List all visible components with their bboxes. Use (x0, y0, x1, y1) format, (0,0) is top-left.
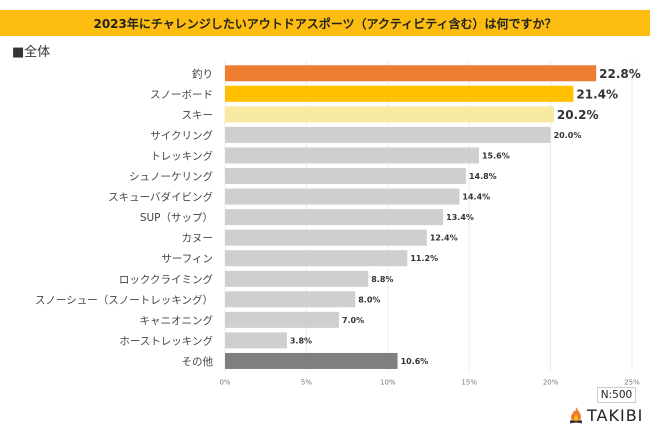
bar (225, 311, 339, 328)
category-label: ロッククライミング (119, 273, 214, 286)
category-label: スノーシュー（スノートレッキング） (35, 293, 213, 306)
value-label: 11.2% (410, 254, 438, 263)
bar (225, 209, 444, 226)
category-label: トレッキング (150, 149, 213, 162)
value-label: 21.4% (576, 87, 618, 101)
x-tick-label: 20% (543, 378, 559, 386)
brand-name: TAKIBI (587, 405, 644, 425)
category-labels: 釣りスノーボードスキーサイクリングトレッキングシュノーケリングスキューバダイビン… (35, 67, 213, 368)
chart-title: 2023年にチャレンジしたいアウトドアスポーツ（アクティビティ含む）は何ですか？ (93, 16, 557, 31)
category-label: シュノーケリング (129, 170, 213, 183)
value-label: 22.8% (599, 67, 641, 81)
bar (225, 106, 554, 123)
value-label: 12.4% (430, 234, 458, 243)
bar (225, 229, 427, 246)
takibi-logo: TAKIBI (568, 405, 643, 425)
category-label: その他 (182, 355, 214, 368)
bar (225, 65, 597, 82)
value-label: 20.0% (554, 131, 582, 140)
category-label: スキー (182, 109, 214, 121)
value-label: 13.4% (446, 213, 474, 222)
category-label: 釣り (192, 67, 213, 80)
x-axis-ticks: 0% 5% 10% 15% 20% 25% (219, 378, 640, 386)
bar (225, 126, 551, 143)
bar (225, 85, 574, 102)
category-label: キャニオニング (140, 314, 214, 327)
value-label: 14.8% (469, 172, 497, 181)
bar (225, 147, 479, 164)
chart-title-banner: 2023年にチャレンジしたいアウトドアスポーツ（アクティビティ含む）は何ですか？ (0, 10, 650, 36)
bar (225, 188, 460, 205)
x-tick-label: 15% (461, 378, 477, 386)
value-label: 8.0% (358, 295, 380, 304)
value-label: 7.0% (342, 316, 364, 325)
bars (225, 65, 597, 369)
category-label: SUP（サップ） (140, 212, 213, 224)
category-label: スノーボード (150, 89, 213, 101)
value-label: 14.4% (462, 193, 490, 202)
campfire-icon (569, 407, 583, 424)
sample-size: N:500 (600, 389, 633, 401)
bar (225, 291, 356, 308)
x-tick-label: 5% (301, 378, 312, 386)
bar (225, 168, 466, 185)
value-label: 10.6% (401, 357, 429, 366)
x-tick-label: 10% (380, 378, 396, 386)
category-label: ホーストレッキング (119, 334, 213, 347)
chart-subtitle: ■全体 (12, 45, 51, 60)
bar (225, 270, 369, 287)
sample-size-box: N:500 (597, 387, 636, 403)
value-label: 20.2% (557, 108, 599, 122)
bar (225, 352, 398, 369)
x-tick-label: 0% (219, 378, 230, 386)
category-label: サイクリング (150, 129, 213, 142)
category-label: カヌー (182, 233, 214, 245)
category-label: サーフィン (161, 253, 213, 265)
value-label: 8.8% (371, 275, 393, 284)
bar (225, 250, 408, 267)
bar (225, 332, 287, 349)
value-label: 3.8% (290, 336, 312, 345)
value-label: 15.6% (482, 151, 510, 160)
category-label: スキューバダイビング (108, 191, 213, 204)
value-labels: 22.8% 21.4% 20.2% 20.0% 15.6% 14.8% 14.4% 13.4%… (290, 67, 641, 366)
x-tick-label: 25% (624, 378, 640, 386)
